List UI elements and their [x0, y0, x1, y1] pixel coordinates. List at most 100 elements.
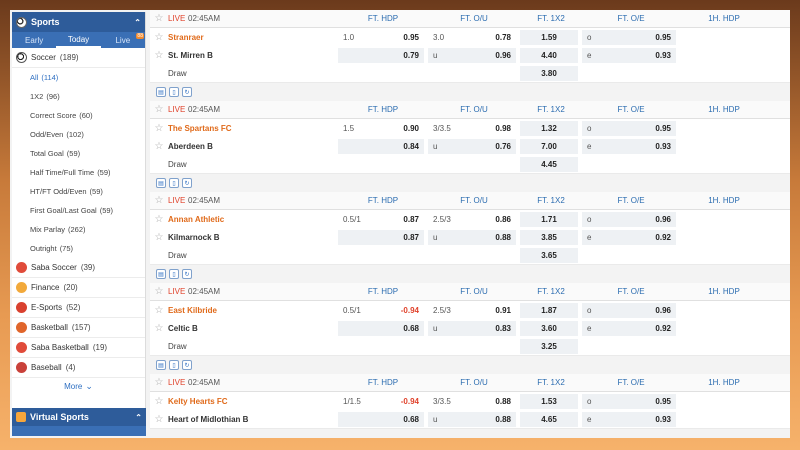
- favorite-star-icon[interactable]: ☆: [154, 286, 164, 297]
- ou-over-odds[interactable]: 3/3.5 0.88: [433, 396, 511, 406]
- bar-chart-icon[interactable]: ▯: [169, 269, 179, 279]
- soccer-sub-item[interactable]: HT/FT Odd/Even (59): [12, 182, 145, 201]
- stats-table-icon[interactable]: ▤: [156, 87, 166, 97]
- x2-home-odds[interactable]: 1.59: [520, 29, 578, 45]
- stats-table-icon[interactable]: ▤: [156, 360, 166, 370]
- chevron-up-icon[interactable]: ⌃: [134, 17, 141, 27]
- x2-draw-odds[interactable]: 3.80: [520, 65, 578, 81]
- ou-under-odds[interactable]: u 0.88: [428, 229, 516, 245]
- sidebar-item-sport[interactable]: Saba Soccer (39): [12, 258, 145, 278]
- x2-draw-odds[interactable]: 3.25: [520, 338, 578, 354]
- soccer-sub-item[interactable]: Half Time/Full Time (59): [12, 163, 145, 182]
- favorite-star-icon[interactable]: ☆: [154, 413, 164, 425]
- soccer-sub-item[interactable]: 1X2 (96): [12, 87, 145, 106]
- virtual-sports-header[interactable]: Virtual Sports ⌃: [12, 408, 146, 426]
- tab-live[interactable]: Live 88: [115, 33, 144, 45]
- tab-today[interactable]: Today: [56, 32, 101, 48]
- hdp-away-odds[interactable]: 0.84: [338, 138, 424, 154]
- ou-over-odds[interactable]: 2.5/3 0.91: [433, 305, 511, 315]
- favorite-star-icon[interactable]: ☆: [154, 395, 164, 407]
- refresh-icon[interactable]: ↻: [182, 269, 192, 279]
- favorite-star-icon[interactable]: ☆: [154, 13, 164, 24]
- hdp-home-odds[interactable]: 1/1.5 -0.94: [343, 396, 419, 406]
- x2-home-odds[interactable]: 1.32: [520, 120, 578, 136]
- x2-away-odds[interactable]: 4.65: [520, 411, 578, 427]
- sidebar-item-sport[interactable]: Baseball (4): [12, 358, 145, 378]
- oe-even-odds[interactable]: e 0.92: [582, 320, 676, 336]
- sidebar-item-sport[interactable]: Finance (20): [12, 278, 145, 298]
- soccer-sub-item[interactable]: All (114): [12, 68, 145, 87]
- favorite-star-icon[interactable]: ☆: [154, 104, 164, 115]
- refresh-icon[interactable]: ↻: [182, 360, 192, 370]
- x2-draw-odds[interactable]: 3.65: [520, 247, 578, 263]
- stats-table-icon[interactable]: ▤: [156, 269, 166, 279]
- home-team: Annan Athletic: [168, 214, 225, 224]
- soccer-sub-item[interactable]: Outright (75): [12, 239, 145, 258]
- x2-away-odds[interactable]: 3.85: [520, 229, 578, 245]
- ou-under-odds[interactable]: u 0.88: [428, 411, 516, 427]
- soccer-sub-item[interactable]: Mix Parlay (262): [12, 220, 145, 239]
- hdp-home-odds[interactable]: 0.5/1 -0.94: [343, 305, 419, 315]
- x2-away-odds[interactable]: 7.00: [520, 138, 578, 154]
- stats-table-icon[interactable]: ▤: [156, 178, 166, 188]
- soccer-sub-item[interactable]: Correct Score (60): [12, 106, 145, 125]
- sports-list: Saba Soccer (39) Finance (20) E-Sports (52) Ba…: [12, 258, 145, 378]
- chevron-up-icon[interactable]: ⌃: [135, 412, 142, 422]
- sidebar-item-sport[interactable]: Basketball (157): [12, 318, 145, 338]
- oe-even-odds[interactable]: e 0.93: [582, 138, 676, 154]
- x2-draw-odds[interactable]: 4.45: [520, 156, 578, 172]
- soccer-sub-item[interactable]: Total Goal (59): [12, 144, 145, 163]
- ou-under-odds[interactable]: u 0.96: [428, 47, 516, 63]
- oe-even-odds[interactable]: e 0.92: [582, 229, 676, 245]
- hdp-away-odds[interactable]: 0.79: [338, 47, 424, 63]
- favorite-star-icon[interactable]: ☆: [154, 377, 164, 388]
- oe-odd-odds[interactable]: o 0.96: [582, 211, 676, 227]
- bar-chart-icon[interactable]: ▯: [169, 87, 179, 97]
- oe-even-odds[interactable]: e 0.93: [582, 411, 676, 427]
- oe-odd-odds[interactable]: o 0.95: [582, 393, 676, 409]
- hdp-home-odds[interactable]: 1.5 0.90: [343, 123, 419, 133]
- bar-chart-icon[interactable]: ▯: [169, 178, 179, 188]
- favorite-star-icon[interactable]: ☆: [154, 49, 164, 61]
- sidebar-item-soccer[interactable]: Soccer (189): [12, 48, 145, 68]
- favorite-star-icon[interactable]: ☆: [154, 122, 164, 134]
- favorite-star-icon[interactable]: ☆: [154, 231, 164, 243]
- oe-even-odds[interactable]: e 0.93: [582, 47, 676, 63]
- hdp-home-odds[interactable]: 1.0 0.95: [343, 32, 419, 42]
- ou-over-odds[interactable]: 3.0 0.78: [433, 32, 511, 42]
- bar-chart-icon[interactable]: ▯: [169, 360, 179, 370]
- hdp-away-odds[interactable]: 0.68: [338, 320, 424, 336]
- favorite-star-icon[interactable]: ☆: [154, 213, 164, 225]
- x2-home-odds[interactable]: 1.87: [520, 302, 578, 318]
- refresh-icon[interactable]: ↻: [182, 178, 192, 188]
- favorite-star-icon[interactable]: ☆: [154, 195, 164, 206]
- sidebar-header[interactable]: Sports ⌃: [12, 12, 145, 32]
- hdp-home-odds[interactable]: 0.5/1 0.87: [343, 214, 419, 224]
- x2-away-odds[interactable]: 4.40: [520, 47, 578, 63]
- x2-home-odds[interactable]: 1.71: [520, 211, 578, 227]
- x2-home-odds[interactable]: 1.53: [520, 393, 578, 409]
- favorite-star-icon[interactable]: ☆: [154, 31, 164, 43]
- match-odds: ☆ The Spartans FC 1.5 0.90 3/3.5 0.98 1.32…: [150, 119, 790, 174]
- favorite-star-icon[interactable]: ☆: [154, 304, 164, 316]
- sidebar-item-sport[interactable]: Saba Basketball (19): [12, 338, 145, 358]
- favorite-star-icon[interactable]: ☆: [154, 322, 164, 334]
- home-team: The Spartans FC: [168, 123, 232, 133]
- favorite-star-icon[interactable]: ☆: [154, 140, 164, 152]
- oe-odd-odds[interactable]: o 0.96: [582, 302, 676, 318]
- soccer-sub-item[interactable]: First Goal/Last Goal (59): [12, 201, 145, 220]
- sidebar-item-sport[interactable]: E-Sports (52): [12, 298, 145, 318]
- more-button[interactable]: More ⌄: [64, 380, 93, 391]
- oe-odd-odds[interactable]: o 0.95: [582, 29, 676, 45]
- soccer-sub-item[interactable]: Odd/Even (102): [12, 125, 145, 144]
- ou-under-odds[interactable]: u 0.76: [428, 138, 516, 154]
- tab-early[interactable]: Early: [25, 35, 44, 45]
- hdp-away-odds[interactable]: 0.68: [338, 411, 424, 427]
- refresh-icon[interactable]: ↻: [182, 87, 192, 97]
- x2-away-odds[interactable]: 3.60: [520, 320, 578, 336]
- oe-odd-odds[interactable]: o 0.95: [582, 120, 676, 136]
- ou-under-odds[interactable]: u 0.83: [428, 320, 516, 336]
- hdp-away-odds[interactable]: 0.87: [338, 229, 424, 245]
- ou-over-odds[interactable]: 3/3.5 0.98: [433, 123, 511, 133]
- ou-over-odds[interactable]: 2.5/3 0.86: [433, 214, 511, 224]
